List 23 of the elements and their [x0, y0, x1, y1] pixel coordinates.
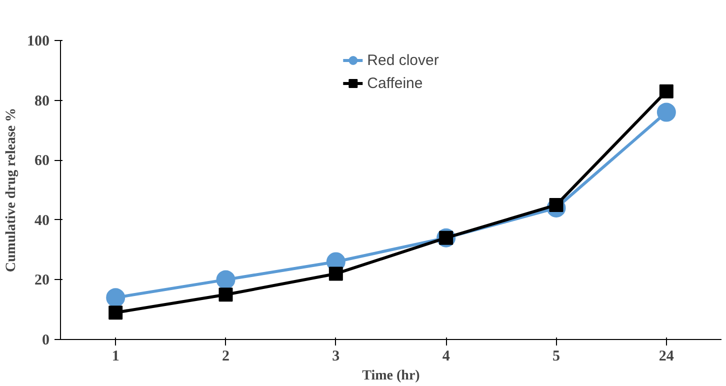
legend-label: Caffeine [367, 74, 423, 92]
x-axis-title: Time (hr) [362, 368, 420, 384]
x-tick-label: 2 [222, 348, 230, 364]
point [218, 288, 233, 302]
point [659, 84, 674, 98]
y-tick-label: 0 [42, 332, 50, 348]
x-tick-label: 4 [442, 348, 450, 364]
y-tick-label: 60 [34, 153, 50, 170]
point [328, 266, 343, 281]
y-tick-label: 100 [27, 34, 50, 50]
y-tick-label: 40 [34, 212, 50, 229]
point [106, 288, 126, 308]
point [108, 306, 123, 320]
x-tick-label: 5 [552, 348, 560, 364]
y-axis-title: Cumulative drug release % [4, 108, 19, 272]
y-tick-label: 20 [34, 272, 50, 289]
legend-label: Red clover [367, 52, 439, 68]
x-tick-label: 3 [332, 348, 340, 364]
x-tick-label: 24 [658, 348, 674, 364]
point [216, 270, 236, 290]
point [656, 102, 676, 122]
x-tick-label: 1 [112, 348, 120, 364]
y-tick-label: 80 [34, 93, 50, 110]
